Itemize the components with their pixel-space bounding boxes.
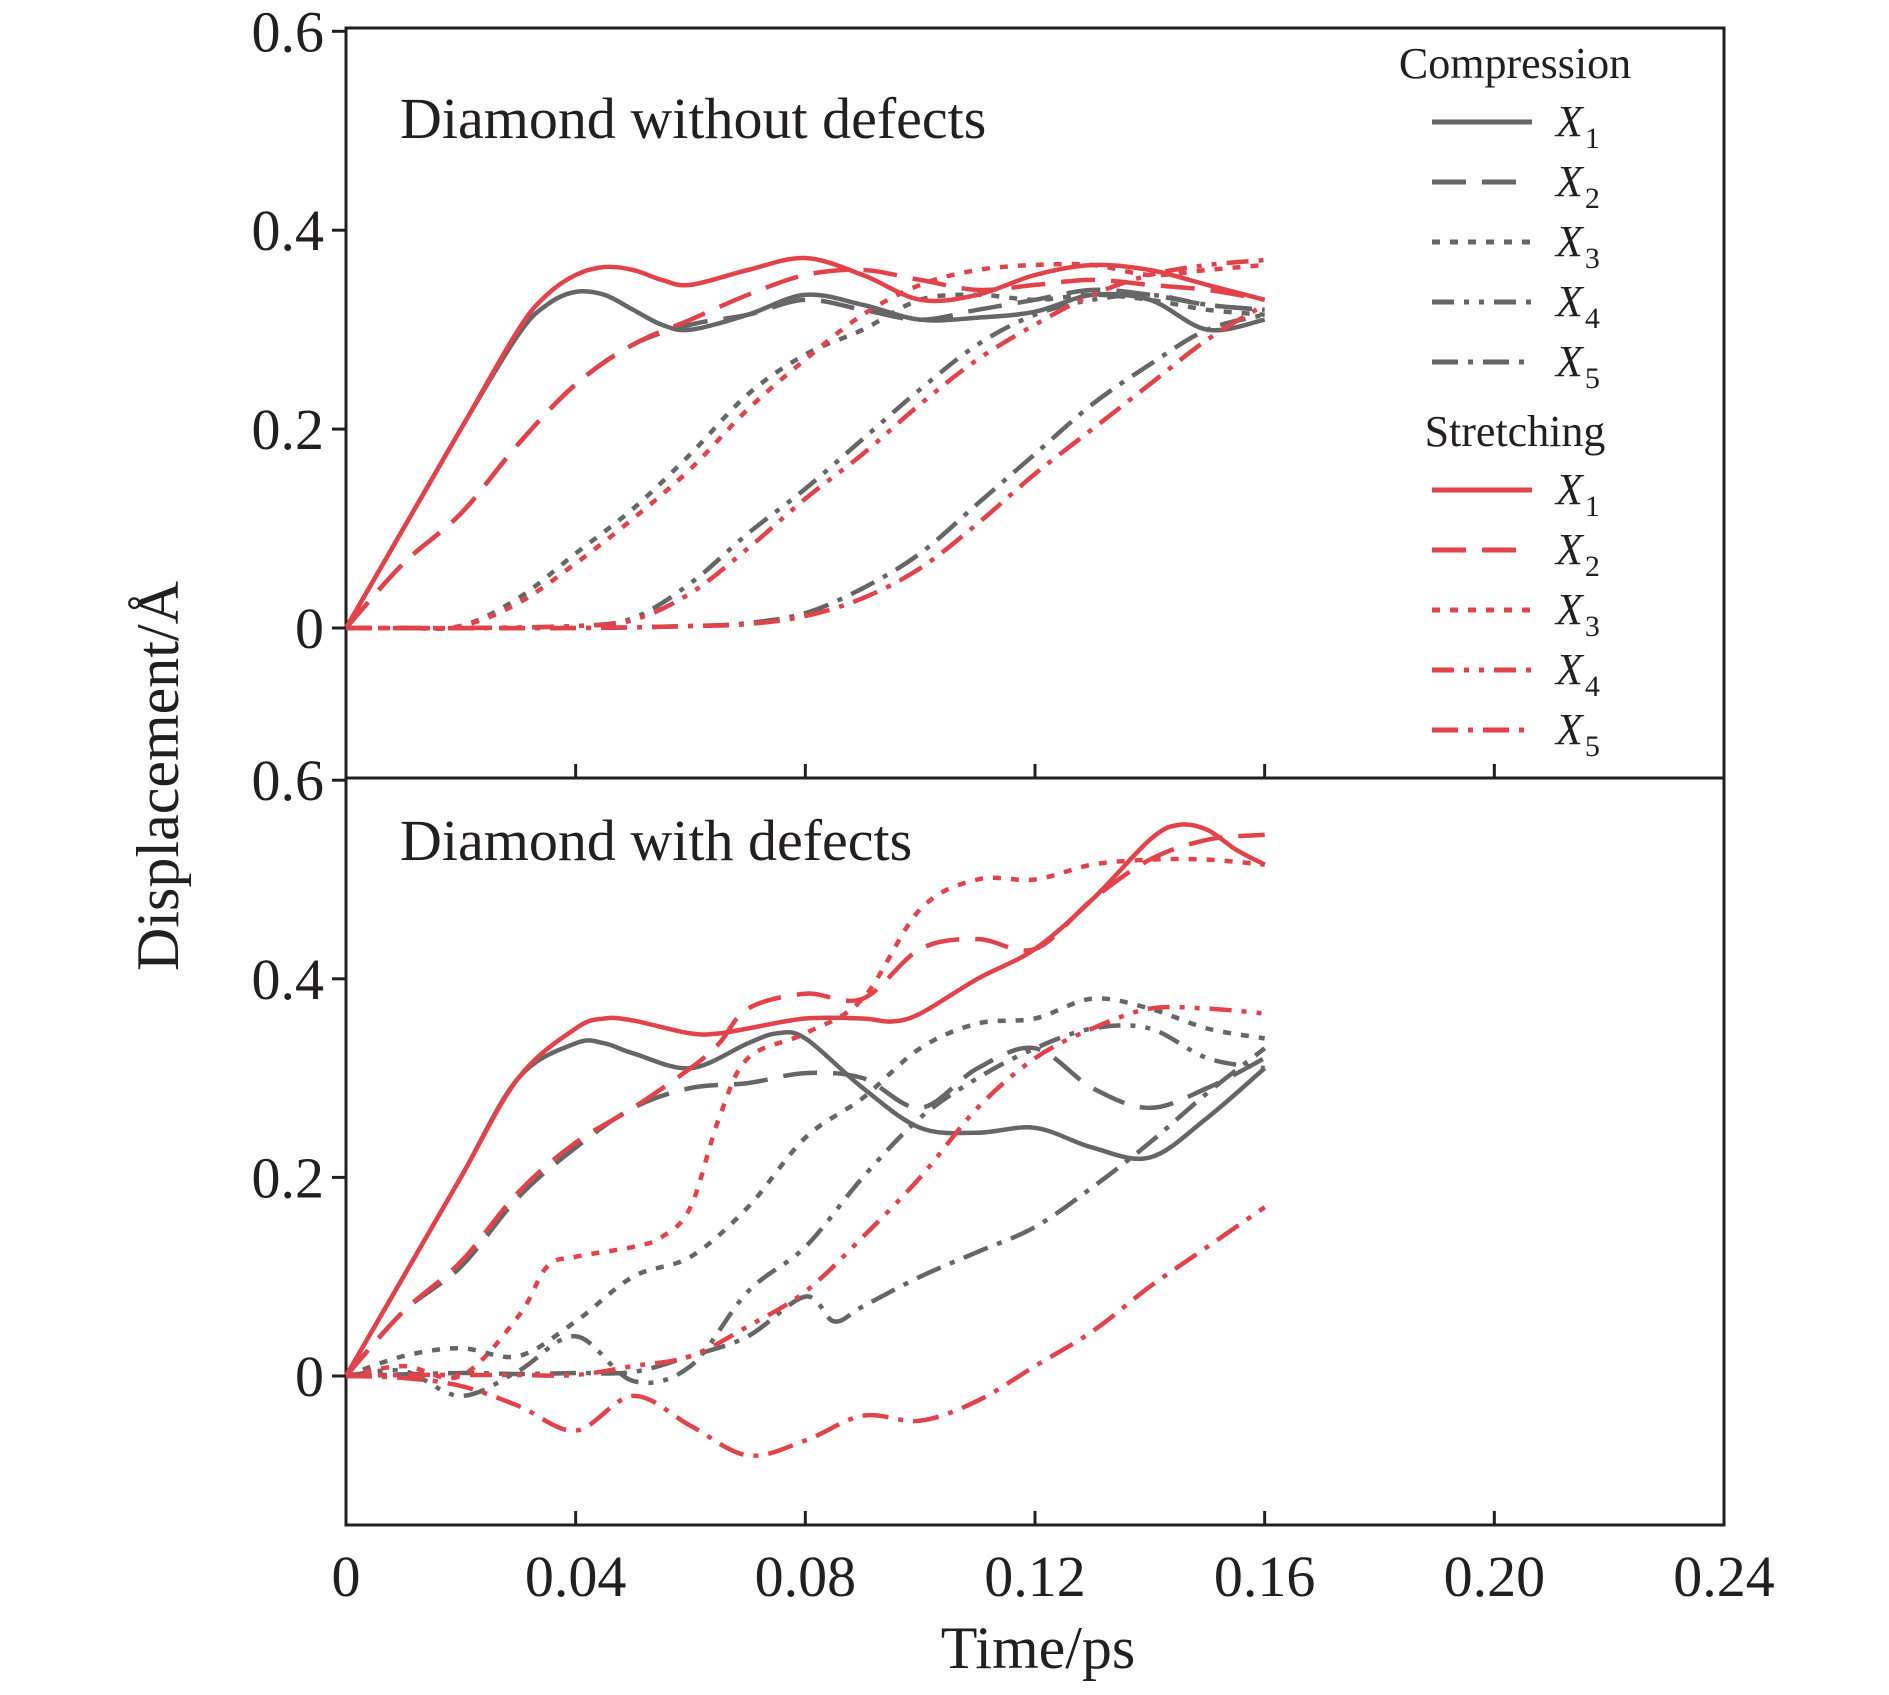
- x-axis-title: Time/ps: [941, 1615, 1136, 1681]
- series-stretching-x3-line: [345, 856, 1265, 1381]
- curves-with-defects: [344, 822, 1267, 1458]
- series-stretching-x2-line: [344, 832, 1265, 1378]
- y-ticks-top: 0 0.2 0.4 0.6: [252, 0, 346, 661]
- series-stretching-x2-line: [344, 267, 1266, 630]
- legend-header-stretching: Stretching: [1425, 407, 1606, 456]
- legend-label-compression-x1: X1: [1554, 97, 1600, 155]
- x-tick-label: 0.04: [525, 1544, 627, 1609]
- series-stretching-x1-line: [344, 822, 1266, 1378]
- panel-title-with-defects: Diamond with defects: [400, 808, 912, 873]
- series-compression-x1-line: [344, 288, 1266, 630]
- y-tick-label: 0.6: [252, 0, 325, 64]
- y-tick-label: 0.2: [252, 397, 325, 462]
- series-stretching-x3-line: [345, 261, 1265, 631]
- series-compression-x2-line: [344, 1045, 1266, 1378]
- x-tick-marks-top: [344, 764, 1726, 778]
- curves-without-defects: [344, 255, 1266, 632]
- panel-title-without-defects: Diamond without defects: [400, 86, 986, 151]
- series-compression-x4-line: [345, 292, 1265, 631]
- x-tick-label: 0.08: [755, 1544, 857, 1609]
- panel-without-defects: 0 0.2 0.4 0.6 Diamond without defects: [252, 0, 1726, 780]
- series-compression-x5-line: [345, 1046, 1267, 1379]
- series-compression-x2-line: [344, 287, 1265, 630]
- y-tick-label: 0: [295, 1344, 324, 1409]
- y-tick-label: 0: [295, 596, 324, 661]
- legend-label-compression-x2: X2: [1554, 157, 1600, 215]
- series-compression-x5-line: [345, 312, 1266, 631]
- x-tick-marks-bottom: [344, 1511, 1726, 1525]
- legend-header-compression: Compression: [1399, 39, 1631, 88]
- series-stretching-x4-line: [345, 257, 1265, 631]
- x-tick-labels: 0 0.04 0.08 0.12 0.16 0.20 0.24: [332, 1544, 1775, 1609]
- x-tick-label: 0.16: [1214, 1544, 1316, 1609]
- legend-label-compression-x5: X5: [1554, 337, 1600, 395]
- plot-area-bottom: [344, 776, 1726, 1527]
- series-compression-x4-line: [345, 1023, 1266, 1399]
- legend-label-stretching-x1: X1: [1554, 465, 1600, 523]
- x-tick-label: 0.12: [984, 1544, 1086, 1609]
- legend-label-compression-x3: X3: [1554, 217, 1600, 275]
- y-tick-label: 0.6: [252, 748, 325, 813]
- y-tick-label: 0.4: [252, 198, 325, 263]
- legend-label-stretching-x4: X4: [1554, 645, 1600, 703]
- series-stretching-x5-line: [345, 302, 1266, 631]
- x-tick-label: 0.20: [1444, 1544, 1546, 1609]
- series-stretching-x4-line: [345, 1004, 1265, 1379]
- panel-with-defects: 0 0.2 0.4 0.6 Diamond with defects: [252, 748, 1726, 1527]
- x-tick-label: 0.24: [1673, 1544, 1775, 1609]
- series-stretching-x5-line: [345, 1205, 1266, 1458]
- legend-label-stretching-x2: X2: [1554, 525, 1600, 583]
- legend-label-compression-x4: X4: [1554, 277, 1600, 335]
- series-compression-x1-line: [344, 1029, 1267, 1378]
- y-tick-label: 0.4: [252, 947, 325, 1012]
- series-compression-x3-line: [345, 996, 1266, 1379]
- series-compression-x3-line: [345, 292, 1265, 632]
- legend-label-stretching-x3: X3: [1554, 585, 1600, 643]
- series-stretching-x1-line: [344, 255, 1266, 630]
- y-axis-title: Displacement/Å: [125, 581, 191, 971]
- x-tick-label: 0: [332, 1544, 361, 1609]
- legend: CompressionX1X2X3X4X5StretchingX1X2X3X4X…: [1399, 39, 1631, 763]
- legend-label-stretching-x5: X5: [1554, 705, 1600, 763]
- y-ticks-bottom: 0 0.2 0.4 0.6: [252, 748, 346, 1409]
- y-tick-label: 0.2: [252, 1145, 325, 1210]
